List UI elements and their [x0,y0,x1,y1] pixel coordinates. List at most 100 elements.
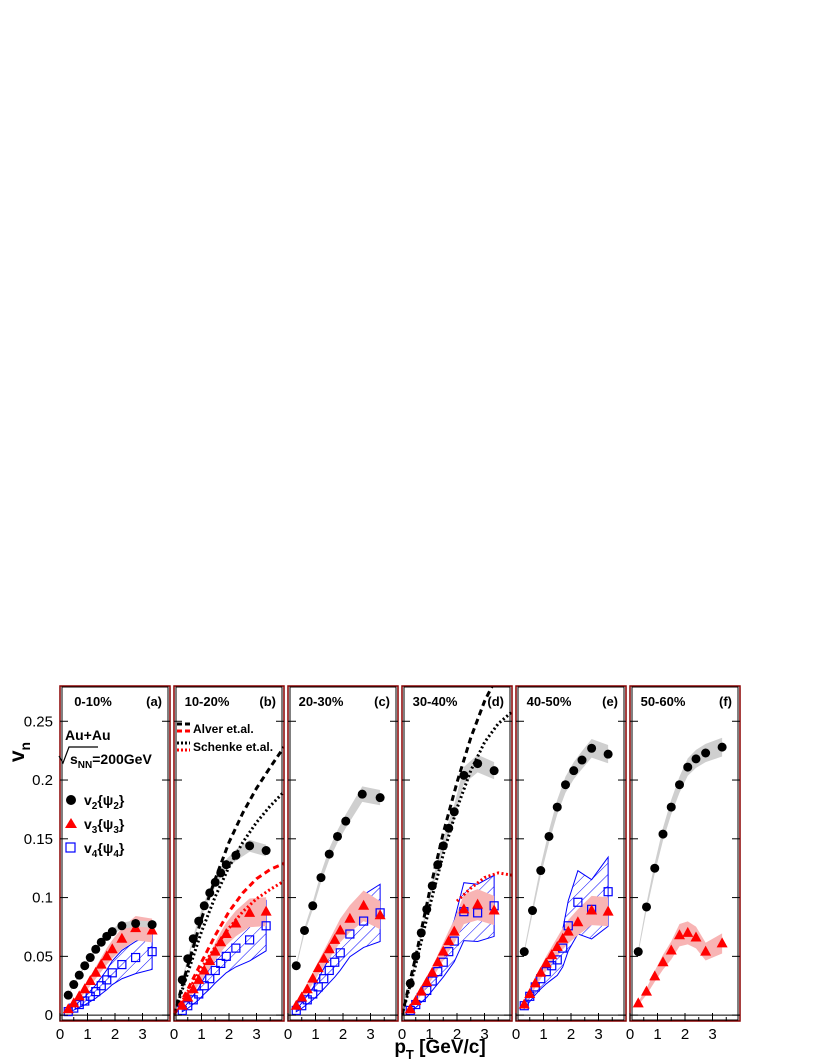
legend-marker-v3 [65,818,77,828]
v2-point [658,829,668,839]
legend-item-v2: v2{ψ2} [66,792,125,812]
v3-point [602,905,614,916]
v2-point [147,920,157,930]
x-tick-label: 2 [111,1026,119,1043]
x-tick-label: 0 [626,1026,634,1043]
y-tick-label: 0.25 [24,713,53,730]
v4-point [308,989,318,999]
panel-5: 0 1 2 3 40-50% (e) [512,685,627,1043]
v2-point [691,754,701,764]
v4-point [313,982,323,992]
band-v2 [638,737,723,954]
panel-centrality-label: 50-60% [641,694,686,709]
x-tick-label: 3 [480,1026,488,1043]
v2-point [650,863,660,873]
y-tick-label: 0.2 [32,772,53,789]
panel-centrality-label: 20-30% [299,694,344,709]
v3-point [535,966,547,977]
v2-point [427,881,437,891]
v2-point [96,937,106,947]
v3-point [432,956,444,967]
x-tick-label: 3 [366,1026,374,1043]
energy-label-sub: NN [78,760,92,771]
y-tick-label: 0.05 [24,948,53,965]
v4-point [102,975,112,985]
v4-point [85,991,95,1001]
v3-point [358,899,370,910]
v3-point [84,975,96,986]
v4-point [117,959,127,970]
x-tick-label: 2 [567,1026,575,1043]
y-tick-label: 0 [45,1007,53,1024]
legend-marker-v4 [65,842,76,853]
x-axis-label-sub: T [406,1047,414,1062]
v4-point [147,947,157,957]
v3-point [421,976,433,987]
v2-point [216,868,226,878]
x-tick-label: 2 [681,1026,689,1043]
x-tick-label: 0 [512,1026,520,1043]
v4-point [261,921,271,931]
v2-point [489,766,499,776]
y-axis-label: vn [6,742,33,762]
x-tick-label: 0 [170,1026,178,1043]
v3-point [198,964,210,975]
v3-point [649,970,661,981]
v4-point [131,952,141,963]
system-label: Au+Au [65,727,111,743]
v2-point [85,953,95,963]
sqrt-sign [58,746,98,765]
v4-point [216,958,226,969]
v3-point [101,950,113,961]
panel-plot-area [402,686,512,1016]
v2-point [333,831,342,841]
v3-point [260,905,272,916]
v3-point [690,931,702,942]
panel-frame [629,685,741,1022]
v2-point [308,901,318,911]
v3-point [529,977,541,988]
v3-point [290,999,302,1010]
panel-frame-inner [517,686,625,1021]
v3-point [344,912,356,923]
x-tick-label: 1 [653,1026,661,1043]
x-tick-label: 1 [197,1026,205,1043]
v2-point [603,749,613,759]
model-curve-dashed-1 [174,746,284,1016]
v4-point [345,929,355,939]
band-v3 [182,897,267,1008]
model-curve-dotted-3 [455,871,512,903]
v2-point [300,925,309,935]
v3-point [524,987,536,998]
v2-point [221,860,231,870]
v4-point [552,955,562,965]
panel-tag: (f) [719,694,732,709]
panel-1: 0 1 2 3 0-10% (a) [56,685,171,1043]
panel-6: 0 1 2 3 50-60% (f) [626,685,741,1043]
v3-point [562,925,574,936]
v3-point [116,932,128,943]
v2-point [561,780,570,790]
v3-point [518,998,530,1009]
v3-point [716,937,728,948]
v2-point [544,831,554,841]
v2-point [375,793,385,803]
v4-point [199,981,209,991]
v3-point [546,949,558,960]
v3-point [312,962,324,973]
v3-point [176,999,188,1010]
model-curve-dotted-2 [402,710,512,1016]
legend-marker-v2 [66,795,76,805]
v2-point [587,743,597,753]
v2-point [69,980,79,990]
v2-point [210,877,220,887]
v3-point [90,966,102,977]
panel-tag: (d) [487,694,504,709]
v2-point [199,901,209,911]
v3-point [657,956,669,967]
v4-point [330,957,340,967]
v3-point [146,924,158,935]
v2-point [291,961,301,971]
v2-point [701,748,711,758]
v2-point [91,944,101,954]
